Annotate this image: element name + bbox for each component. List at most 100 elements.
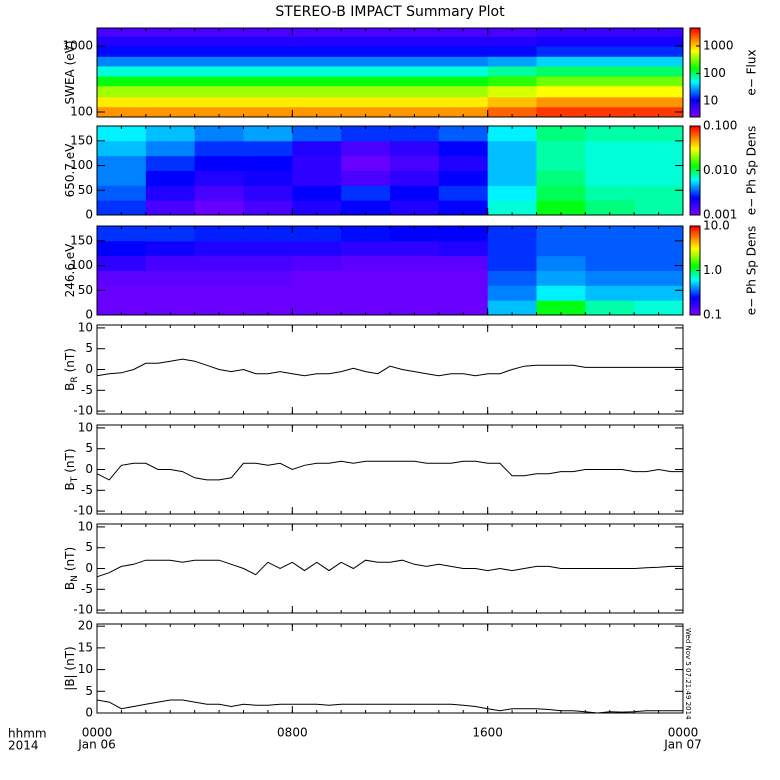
heatmap-cell (487, 56, 537, 67)
heatmap-cell (145, 46, 196, 57)
heatmap-cell (634, 240, 683, 257)
colorbar-segment (690, 189, 700, 192)
heatmap-cell (243, 155, 293, 171)
heatmap-cell (536, 200, 586, 215)
heatmap-cell (536, 285, 586, 301)
heatmap-cell (536, 300, 586, 315)
heatmap-cell (536, 106, 586, 117)
heatmap-cell (536, 56, 586, 67)
y-label-unit: (nT) (63, 448, 77, 472)
colorbar-segment (690, 109, 700, 112)
y-tick-label: 0 (85, 561, 93, 575)
heatmap-cell (390, 285, 440, 301)
colorbar-segment (690, 54, 700, 57)
heatmap-cell (438, 85, 489, 98)
y-label-main: B (63, 383, 77, 391)
heatmap-cell (536, 270, 586, 286)
colorbar-segment (690, 72, 700, 75)
colorbar-segment (690, 36, 700, 39)
colorbar-segment (690, 207, 700, 210)
colorbar-segment (690, 105, 700, 108)
heatmap-cell (536, 126, 586, 142)
heatmap-cell (97, 96, 147, 108)
heatmap-cell (585, 96, 635, 108)
colorbar-segment (690, 69, 700, 72)
heatmap-cell (487, 270, 537, 286)
heatmap-cell (390, 185, 440, 201)
heatmap-cell (390, 76, 440, 87)
heatmap-cell (243, 96, 293, 108)
heatmap-cell (341, 185, 391, 201)
colorbar-segment (690, 155, 700, 158)
heatmap-cell (194, 106, 244, 117)
colorbar-segment (690, 210, 700, 213)
heatmap-cell (487, 65, 537, 77)
heatmap-cell (194, 300, 244, 315)
y-tick-label: 100 (70, 158, 93, 172)
heatmap-cells (97, 28, 683, 117)
heatmap-cell (145, 106, 196, 117)
heatmap-cell (194, 140, 244, 157)
colorbar-segment (690, 194, 700, 197)
heatmap-cell (341, 96, 391, 108)
heatmap-cell (585, 85, 635, 98)
colorbar-segment (690, 96, 700, 99)
colorbar-segment (690, 183, 700, 186)
colorbar-segment (690, 99, 700, 102)
colorbar-segment (690, 176, 700, 179)
y-label-main: B (63, 582, 77, 590)
panel: 0.001 0.010 0.100 e− Ph Sp Dens 0 50 100 150650… (63, 119, 759, 222)
colorbar-segment (690, 139, 700, 142)
colorbar-segment (690, 260, 700, 263)
heatmap-cell (97, 85, 147, 98)
colorbar-segment (690, 307, 700, 310)
heatmap-cell (194, 185, 244, 201)
heatmap-cell (585, 300, 635, 315)
heatmap-cell (145, 240, 196, 257)
colorbar-segment (690, 239, 700, 242)
y-tick-label: 5 (85, 540, 93, 554)
colorbar-segment (690, 242, 700, 245)
colorbar-segment (690, 60, 700, 63)
heatmap-cell (390, 155, 440, 171)
y-label-sub: T (70, 476, 80, 483)
heatmap-cell (390, 65, 440, 77)
colorbar-segment (690, 157, 700, 160)
heatmap-cell (634, 140, 683, 157)
colorbar-segment (690, 44, 700, 47)
heatmap-cell (145, 28, 196, 37)
colorbar-segment (690, 171, 700, 174)
y-tick-label: -10 (73, 504, 93, 518)
colorbar-segment (690, 68, 700, 71)
heatmap-cell (243, 285, 293, 301)
panel: -10 -5 0 5 10 BN (nT) (63, 519, 684, 617)
y-tick-label: 10 (78, 519, 93, 533)
heatmap-cell (194, 56, 244, 67)
colorbar-segment (690, 167, 700, 170)
colorbar-segment (690, 257, 700, 260)
heatmap-cell (243, 85, 293, 98)
heatmap-cell (97, 300, 147, 315)
y-tick-label: 10 (78, 420, 93, 434)
heatmap-cell (97, 28, 147, 37)
colorbar-segment (690, 179, 700, 182)
heatmap-cell (585, 185, 635, 201)
colorbar-segment (690, 161, 700, 164)
heatmap-cell (243, 200, 293, 215)
colorbar-segment (690, 263, 700, 266)
colorbar-segment (690, 112, 700, 115)
colorbar-segment (690, 84, 700, 87)
x-date-label: Jan 07 (663, 738, 702, 752)
heatmap-cell (487, 85, 537, 98)
colorbar-segment (690, 59, 700, 62)
heatmap-cell (194, 85, 244, 98)
heatmap-cell (487, 36, 537, 47)
colorbar-segment (690, 65, 700, 68)
colorbar-segment (690, 186, 700, 189)
colorbar-segment (690, 301, 700, 304)
heatmap-cell (341, 155, 391, 171)
colorbar-tick-label: 0.001 (703, 208, 737, 222)
heatmap-cell (390, 200, 440, 215)
heatmap-cell (390, 300, 440, 315)
heatmap-cell (634, 255, 683, 271)
